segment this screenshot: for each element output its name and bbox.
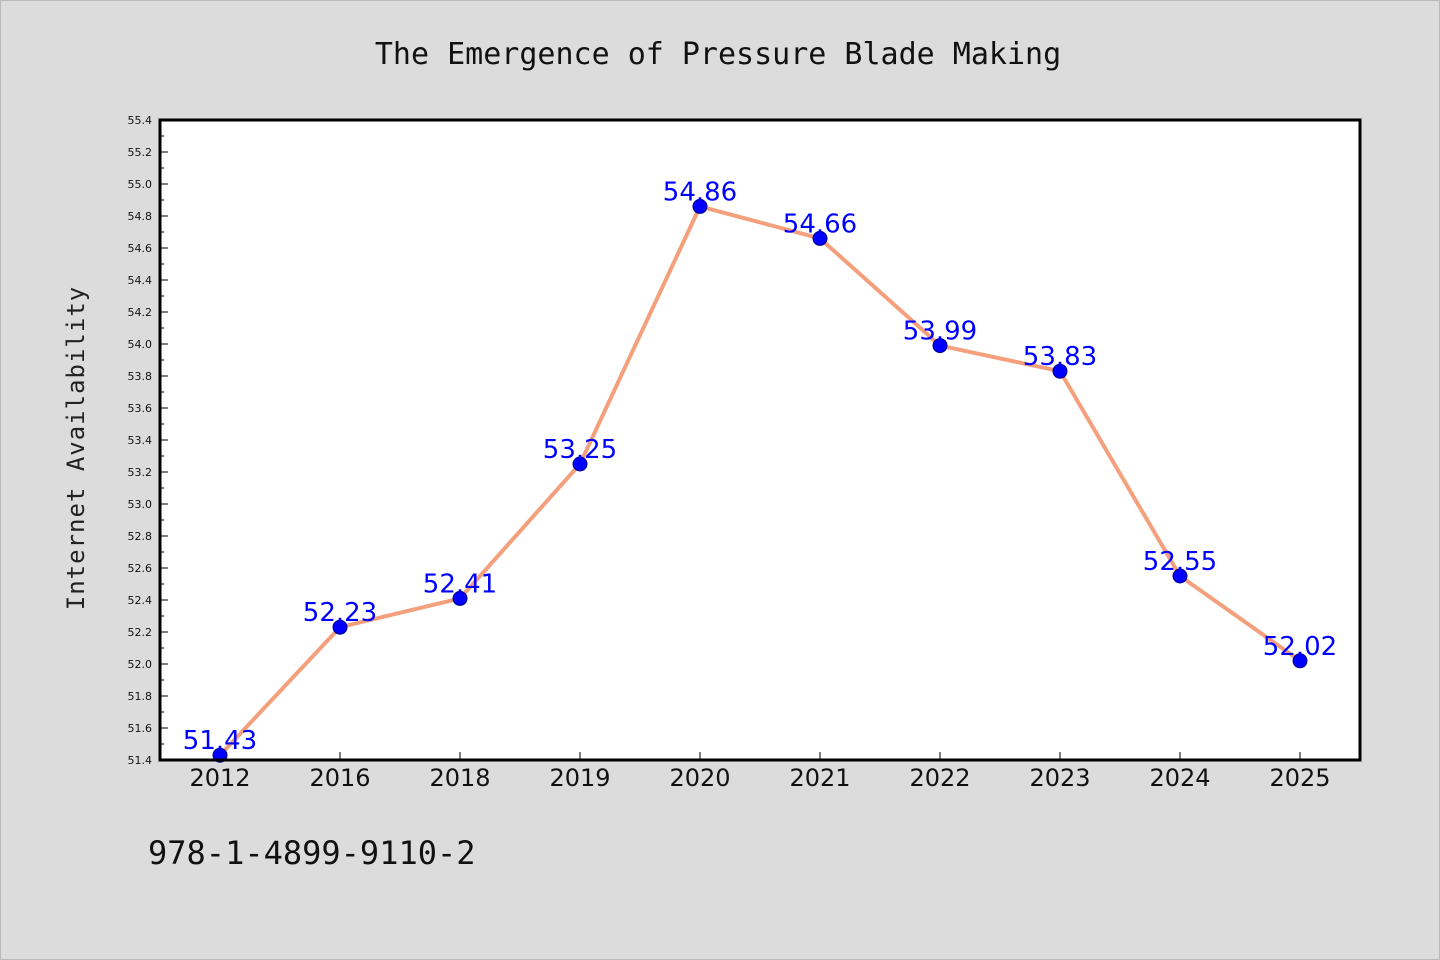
data-label: 52.55	[1143, 547, 1217, 577]
y-tick-label: 53.0	[128, 498, 153, 511]
y-tick-label: 54.6	[128, 242, 153, 255]
y-tick-label: 53.4	[128, 434, 153, 447]
data-label-group: 51.43 52.23 52.41 53.25 54.86 54.66 53.99 53.83…	[183, 177, 1337, 756]
y-tick-label: 54.4	[128, 274, 153, 287]
data-label: 53.25	[543, 435, 617, 465]
y-tick-label: 52.8	[128, 530, 153, 543]
y-tick-label: 51.4	[128, 754, 153, 767]
data-point	[812, 230, 828, 246]
x-tick-label: 2022	[909, 764, 970, 792]
y-tick-label: 52.4	[128, 594, 153, 607]
y-tick-label: 52.0	[128, 658, 153, 671]
data-label: 54.86	[663, 177, 737, 207]
data-point	[1172, 568, 1188, 584]
y-tick-label: 52.6	[128, 562, 153, 575]
y-tick-label: 51.8	[128, 690, 153, 703]
data-point	[452, 590, 468, 606]
y-tick-label: 53.2	[128, 466, 153, 479]
data-label: 54.66	[783, 209, 857, 239]
x-tick-label: 2018	[429, 764, 490, 792]
y-tick-label: 53.6	[128, 402, 153, 415]
y-tick-label: 51.6	[128, 722, 153, 735]
x-tick-label: 2020	[669, 764, 730, 792]
x-tick-label: 2019	[549, 764, 610, 792]
data-label: 53.99	[903, 317, 977, 347]
data-label: 52.23	[303, 598, 377, 628]
data-label: 52.41	[423, 569, 497, 599]
y-tick-label: 55.4	[128, 114, 153, 127]
plot-frame	[158, 118, 1362, 762]
x-axis-ticks: 2012 2016 2018 2019 2020 2021 2022 2023 2024 2025	[189, 752, 1331, 792]
data-point	[1292, 653, 1308, 669]
x-tick-label: 2016	[309, 764, 370, 792]
x-tick-label: 2021	[789, 764, 850, 792]
data-point	[332, 619, 348, 635]
y-tick-label: 54.0	[128, 338, 153, 351]
y-axis-label: Internet Availability	[62, 286, 90, 610]
x-tick-label: 2024	[1149, 764, 1210, 792]
series-line-group	[218, 204, 1302, 758]
data-point	[932, 338, 948, 354]
isbn-footer: 978-1-4899-9110-2	[148, 834, 476, 872]
y-tick-label: 55.0	[128, 178, 153, 191]
x-tick-label: 2025	[1269, 764, 1330, 792]
x-tick-label: 2012	[189, 764, 250, 792]
data-label: 52.02	[1263, 632, 1337, 662]
data-point	[692, 198, 708, 214]
data-point	[572, 456, 588, 472]
y-tick-label: 55.2	[128, 146, 153, 159]
x-tick-label: 2023	[1029, 764, 1090, 792]
data-label: 53.83	[1023, 342, 1097, 372]
chart-title: The Emergence of Pressure Blade Making	[375, 37, 1061, 72]
y-tick-label: 53.8	[128, 370, 153, 383]
series-line	[218, 204, 1302, 758]
y-tick-label: 54.8	[128, 210, 153, 223]
y-tick-label: 54.2	[128, 306, 153, 319]
data-point	[1052, 363, 1068, 379]
data-label: 51.43	[183, 726, 257, 756]
y-tick-label: 52.2	[128, 626, 153, 639]
plot-area	[160, 120, 1360, 760]
